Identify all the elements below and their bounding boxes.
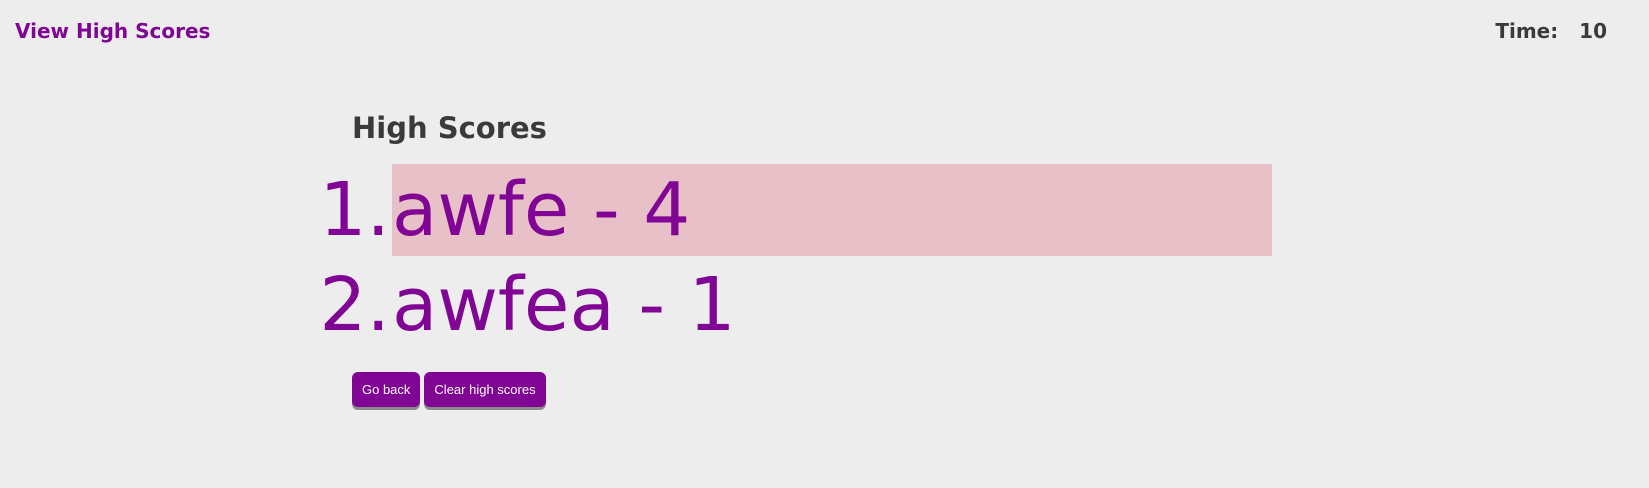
- score-row-2: 2. awfea - 1: [290, 259, 1272, 351]
- view-high-scores-link[interactable]: View High Scores: [15, 19, 211, 43]
- timer-spacer: [1565, 19, 1572, 43]
- go-back-button[interactable]: Go back: [352, 372, 421, 407]
- high-scores-card: High Scores 1. awfe - 4 2. awfea - 1 Go …: [319, 106, 1272, 407]
- score-entry: awfea - 1: [392, 262, 736, 348]
- scores-list: 1. awfe - 4 2. awfea - 1: [290, 164, 1272, 351]
- clear-high-scores-button[interactable]: Clear high scores: [424, 372, 546, 407]
- score-rank: 2.: [319, 262, 390, 348]
- timer-label: Time:: [1495, 19, 1559, 43]
- button-group: Go back Clear high scores: [352, 372, 1272, 407]
- page-title: High Scores: [352, 111, 547, 145]
- score-rank: 1.: [319, 167, 390, 253]
- timer-value: 10: [1579, 19, 1607, 43]
- score-row-1: 1. awfe - 4: [290, 164, 1272, 256]
- top-bar: View High Scores Time: 10: [0, 0, 1649, 64]
- score-entry: awfe - 4: [392, 164, 1272, 256]
- timer: Time: 10: [1495, 19, 1607, 43]
